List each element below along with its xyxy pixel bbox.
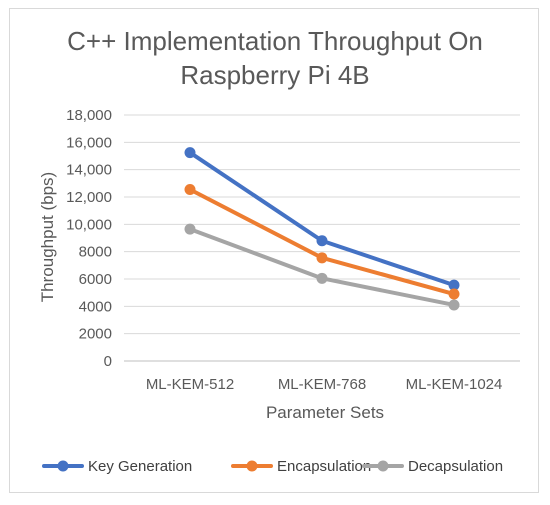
data-point <box>184 147 196 159</box>
legend-marker <box>377 460 389 472</box>
y-tick-label: 18,000 <box>66 107 112 124</box>
y-tick-label: 4000 <box>79 298 112 315</box>
chart-title-line-1: C++ Implementation Throughput On <box>67 26 483 56</box>
series-lines <box>184 147 460 311</box>
legend-label: Encapsulation <box>277 458 371 475</box>
data-point <box>316 235 328 247</box>
legend-marker <box>246 460 258 472</box>
x-tick-label: ML-KEM-512 <box>146 376 234 393</box>
data-point <box>316 272 328 284</box>
chart-title-line-2: Raspberry Pi 4B <box>180 60 369 90</box>
data-point <box>448 279 460 291</box>
y-tick-label: 8000 <box>79 244 112 261</box>
y-axis-ticks: 0 2000 4000 6000 8000 10,000 12,000 14,000 16,00… <box>66 107 112 370</box>
y-tick-label: 12,000 <box>66 189 112 206</box>
data-point <box>184 183 196 195</box>
x-axis-ticks: ML-KEM-512 ML-KEM-768 ML-KEM-1024 <box>146 376 503 393</box>
legend: Key Generation Encapsulation Decapsulation <box>42 458 503 475</box>
data-point <box>448 288 460 300</box>
y-tick-label: 16,000 <box>66 134 112 151</box>
data-point <box>184 223 196 235</box>
y-axis-title: Throughput (bps) <box>38 172 57 302</box>
y-tick-label: 2000 <box>79 326 112 343</box>
legend-marker <box>57 460 69 472</box>
x-tick-label: ML-KEM-768 <box>278 376 366 393</box>
x-tick-label: ML-KEM-1024 <box>406 376 503 393</box>
x-axis-title: Parameter Sets <box>266 403 384 422</box>
legend-label: Decapsulation <box>408 458 503 475</box>
data-point <box>448 299 460 311</box>
y-tick-label: 14,000 <box>66 162 112 179</box>
y-tick-label: 0 <box>104 353 112 370</box>
gridlines <box>124 114 520 362</box>
series-line-0 <box>188 150 456 288</box>
legend-label: Key Generation <box>88 458 192 475</box>
y-tick-label: 10,000 <box>66 216 112 233</box>
data-point <box>316 252 328 264</box>
y-tick-label: 6000 <box>79 271 112 288</box>
chart-frame <box>9 8 539 493</box>
